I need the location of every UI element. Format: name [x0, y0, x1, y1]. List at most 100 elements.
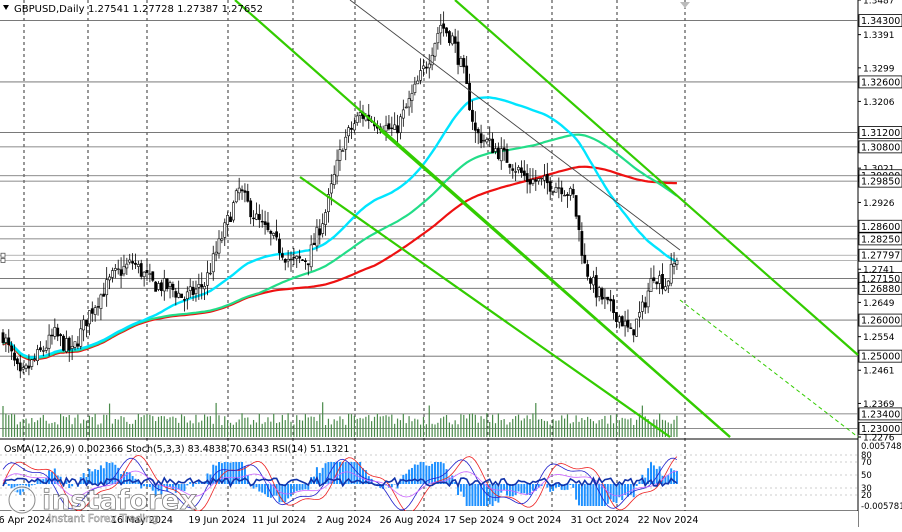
- candle-body: [598, 288, 600, 297]
- candle-body: [575, 195, 577, 216]
- candle-body: [22, 368, 24, 370]
- osma-bar: [258, 484, 260, 491]
- candle-body: [5, 338, 7, 342]
- candle-body: [414, 84, 416, 92]
- candle-body: [443, 24, 445, 29]
- osma-bar: [592, 484, 594, 506]
- y-tick-label: 1.3206: [863, 98, 895, 108]
- candle-body: [339, 150, 341, 161]
- candle-body: [420, 71, 422, 81]
- osma-bar: [621, 484, 623, 500]
- candle-body: [460, 58, 462, 66]
- candle-body: [483, 140, 485, 141]
- candle-body: [515, 171, 517, 172]
- candle-body: [612, 300, 614, 313]
- candle-body: [261, 221, 263, 222]
- osma-bar: [293, 484, 295, 493]
- candle-body: [290, 259, 292, 260]
- osma-bar: [284, 484, 286, 502]
- candle-body: [659, 276, 661, 284]
- candle-body: [88, 311, 90, 324]
- indicator-top-label: 0.0057486: [861, 442, 902, 452]
- candle-body: [123, 266, 125, 273]
- candle-body: [232, 203, 234, 220]
- candle-body: [428, 64, 430, 68]
- candle-body: [278, 239, 280, 253]
- candle-body: [172, 284, 174, 289]
- candle-body: [676, 260, 678, 264]
- candle-body: [221, 239, 223, 240]
- candle-body: [137, 264, 139, 266]
- osma-bar: [500, 484, 502, 493]
- candle-body: [486, 139, 488, 142]
- osma-bar: [255, 484, 257, 487]
- osma-bar: [494, 484, 496, 501]
- ohlc-readout: 1.27541 1.27728 1.27387 1.27652: [88, 4, 263, 15]
- candle-body: [342, 151, 344, 152]
- candle-body: [258, 214, 260, 219]
- osma-bar: [103, 468, 105, 484]
- candle-body: [304, 261, 306, 262]
- candle-body: [146, 270, 148, 272]
- indicator-level-label: 20: [861, 491, 872, 501]
- candle-body: [506, 149, 508, 162]
- osma-bar: [109, 463, 111, 484]
- candle-body: [42, 350, 44, 351]
- candle: [155, 281, 157, 292]
- candle-body: [330, 184, 332, 193]
- level-label: 1.23400: [861, 409, 900, 420]
- candle-body: [227, 215, 229, 224]
- candle-body: [604, 297, 606, 298]
- candle-body: [201, 284, 203, 287]
- candle-body: [80, 329, 82, 346]
- y-tick-label: 1.2554: [863, 333, 895, 343]
- candle-body: [83, 320, 85, 330]
- osma-bar: [497, 484, 499, 503]
- candle-body: [77, 344, 79, 346]
- candle-body: [569, 188, 571, 195]
- osma-bar: [613, 484, 615, 502]
- osma-bar: [34, 484, 36, 485]
- candle-body: [229, 217, 231, 222]
- osma-bar: [322, 468, 324, 484]
- candle-body: [71, 346, 73, 348]
- candle-body: [62, 336, 64, 350]
- candle: [152, 271, 154, 282]
- candle-body: [578, 216, 580, 230]
- osma-bar: [362, 468, 364, 484]
- candle-body: [100, 295, 102, 309]
- candle-body: [561, 188, 563, 194]
- candle-body: [647, 291, 649, 307]
- candle-body: [448, 31, 450, 42]
- osma-bar: [428, 466, 430, 484]
- level-label: 1.28250: [861, 234, 900, 245]
- candle-body: [477, 129, 479, 133]
- candle-body: [451, 36, 453, 44]
- x-tick-label: 2 Aug 2024: [317, 515, 372, 526]
- level-label: 1.32600: [861, 77, 900, 88]
- candle-body: [480, 134, 482, 143]
- candle-body: [396, 126, 398, 133]
- osma-bar: [598, 484, 600, 506]
- osma-bar: [474, 484, 476, 506]
- y-tick-label: 1.3299: [863, 64, 895, 74]
- osma-bar: [670, 468, 672, 484]
- osma-bar: [460, 484, 462, 492]
- candle-body: [353, 124, 355, 130]
- candle-body: [471, 110, 473, 121]
- candle-body: [350, 128, 352, 129]
- candle-body: [538, 179, 540, 181]
- candle-body: [610, 299, 612, 301]
- candle-body: [241, 190, 243, 191]
- candle-body: [633, 330, 635, 335]
- candle-body: [106, 280, 108, 295]
- x-tick-label: 9 Oct 2024: [509, 515, 562, 526]
- candle-body: [114, 268, 116, 270]
- osma-bar: [503, 484, 505, 490]
- candle-body: [264, 222, 266, 225]
- candle-body: [68, 338, 70, 350]
- osma-bar: [610, 484, 612, 499]
- indicator-level-label: 50: [861, 471, 872, 481]
